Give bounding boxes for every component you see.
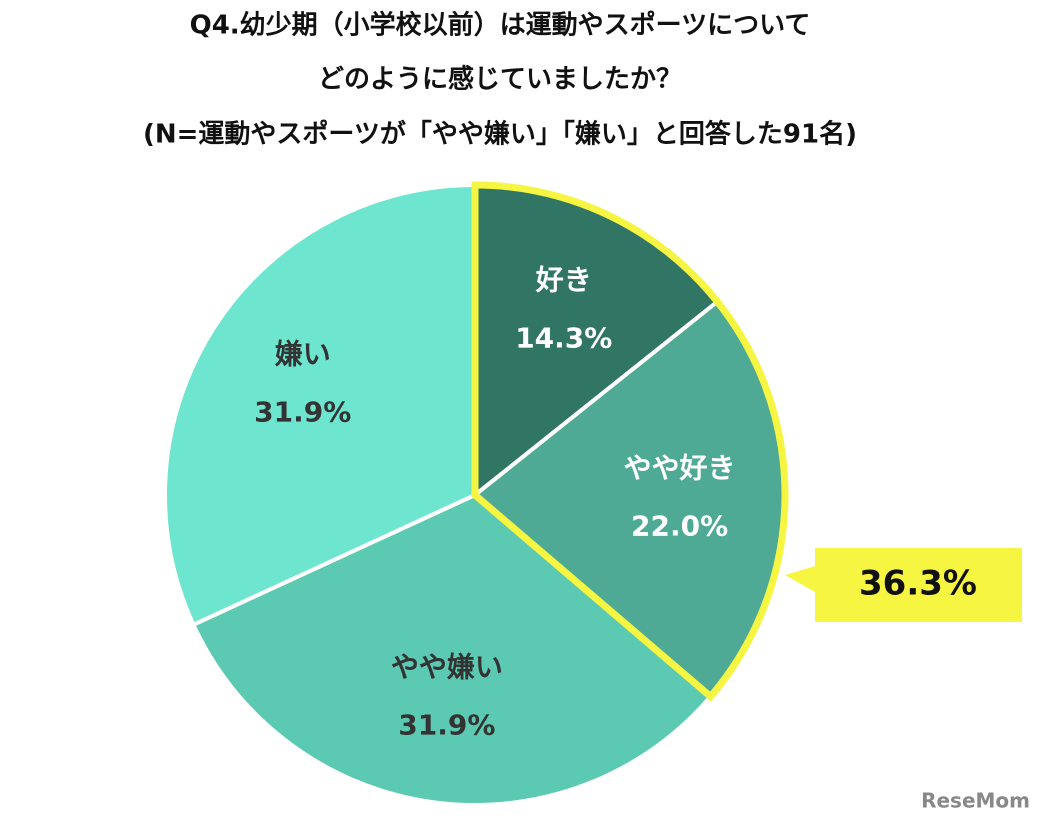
chart-title: (N=運動やスポーツが「やや嫌い」「嫌い」と回答した91名) — [143, 119, 857, 150]
watermark: ReseMom — [921, 789, 1030, 813]
data-label: 31.9% — [398, 709, 495, 742]
data-label: 22.0% — [631, 510, 728, 543]
slice-category: 好き — [535, 264, 592, 297]
callout: 36.3% — [785, 548, 1022, 622]
data-label: 31.9% — [254, 396, 351, 429]
callout-box — [785, 548, 1022, 622]
pie-slice — [163, 182, 477, 628]
slice-category: やや嫌い — [391, 651, 503, 684]
slice-category: やや好き — [624, 452, 736, 485]
chart-title: どのように感じていましたか？ — [318, 65, 682, 95]
pie: 好き 14.3% やや好き 22.0% やや嫌い 31.9% 嫌い 31.9% — [163, 181, 789, 807]
annotation: 36.3% — [859, 564, 977, 604]
slice-category: 嫌い — [275, 338, 331, 371]
chart-title: Q4.幼少期（小学校以前）は運動やスポーツについて — [190, 10, 811, 41]
data-label: 14.3% — [515, 322, 612, 355]
pie-slice — [190, 492, 714, 807]
highlight-outline — [471, 181, 789, 702]
